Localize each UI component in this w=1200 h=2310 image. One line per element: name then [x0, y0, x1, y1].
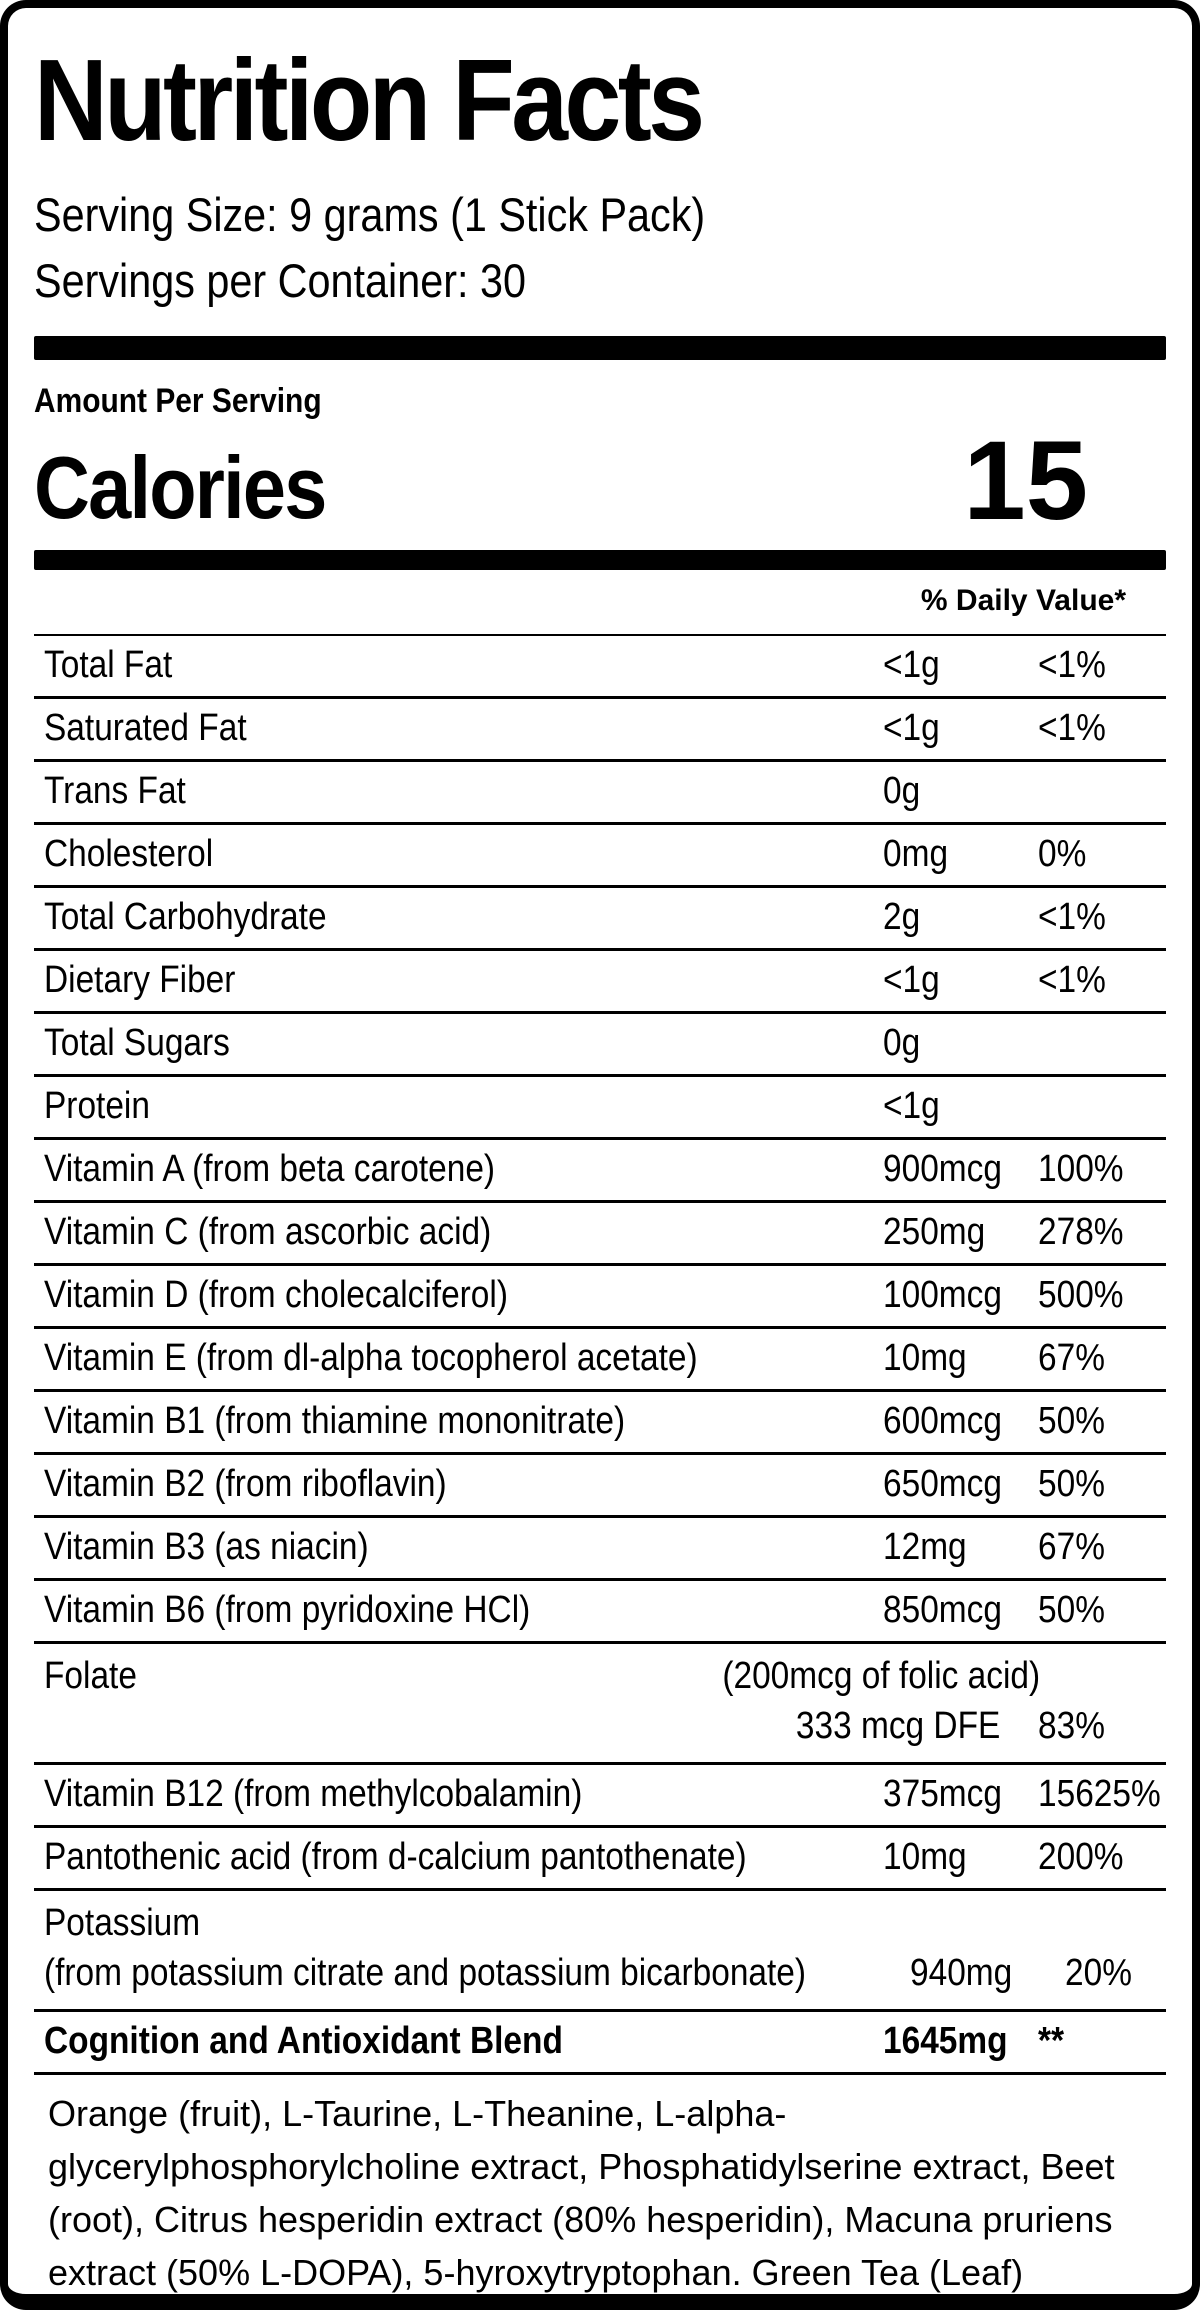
nutrient-name: Vitamin C (from ascorbic acid) — [44, 1211, 492, 1254]
nutrient-row-cholesterol: Cholesterol 0mg 0% — [34, 825, 1166, 888]
nutrient-row-vitamin-e: Vitamin E (from dl-alpha tocopherol acet… — [34, 1329, 1166, 1392]
nutrient-amount: 0g — [883, 1022, 921, 1065]
nutrient-row-potassium: Potassium (from potassium citrate and po… — [34, 1891, 1166, 2012]
nutrient-amount: 940mg — [909, 1952, 1013, 1995]
nutrient-amount: <1g — [883, 1085, 940, 1128]
folate-note: (200mcg of folic acid) — [722, 1655, 1040, 1698]
nutrient-table: Total Fat <1g <1% Saturated Fat <1g <1% … — [34, 633, 1166, 2294]
nutrient-name: Potassium — [44, 1902, 201, 1945]
blend-ingredients: Orange (fruit), L-Taurine, L-Theanine, L… — [34, 2075, 1166, 2294]
nutrient-name: Folate — [44, 1655, 137, 1698]
thick-divider-calories — [34, 549, 1166, 570]
amount-per-serving-label: Amount Per Serving — [34, 382, 322, 420]
nutrient-amount: <1g — [883, 707, 940, 750]
nutrient-row-vitamin-d: Vitamin D (from cholecalciferol) 100mcg … — [34, 1266, 1166, 1329]
nutrient-name: Total Carbohydrate — [44, 896, 327, 939]
label-title: Nutrition Facts — [34, 42, 1166, 158]
nutrient-dv: 67% — [1038, 1526, 1105, 1569]
nutrient-row-protein: Protein <1g — [34, 1077, 1166, 1140]
nutrient-amount: 10mg — [883, 1337, 967, 1380]
calories-label: Calories — [34, 437, 327, 537]
nutrient-name: Trans Fat — [44, 770, 186, 813]
nutrient-name: Vitamin B2 (from riboflavin) — [44, 1463, 447, 1506]
nutrient-dv: 50% — [1038, 1400, 1105, 1443]
nutrient-row-pantothenic-acid: Pantothenic acid (from d-calcium pantoth… — [34, 1828, 1166, 1891]
nutrient-row-cognition-blend: Cognition and Antioxidant Blend 1645mg *… — [34, 2012, 1166, 2075]
nutrient-name: Vitamin B6 (from pyridoxine HCl) — [44, 1589, 531, 1632]
nutrient-dv: 200% — [1038, 1836, 1124, 1879]
nutrient-row-vitamin-b1: Vitamin B1 (from thiamine mononitrate) 6… — [34, 1392, 1166, 1455]
nutrient-amount: 100mcg — [883, 1274, 1002, 1317]
nutrient-dv: <1% — [1038, 644, 1106, 687]
nutrient-name: Vitamin B1 (from thiamine mononitrate) — [44, 1400, 626, 1443]
daily-value-header: % Daily Value* — [920, 583, 1126, 617]
nutrient-name: Pantothenic acid (from d-calcium pantoth… — [44, 1836, 747, 1879]
nutrient-dv: 67% — [1038, 1337, 1105, 1380]
blend-amount: 1645mg — [883, 2020, 1008, 2063]
nutrient-name: Total Fat — [44, 644, 173, 687]
nutrient-dv: 50% — [1038, 1463, 1105, 1506]
nutrient-row-total-fat: Total Fat <1g <1% — [34, 636, 1166, 699]
nutrient-dv: 278% — [1038, 1211, 1124, 1254]
nutrient-row-folate: Folate (200mcg of folic acid) 333 mcg DF… — [34, 1644, 1166, 1765]
nutrient-row-trans-fat: Trans Fat 0g — [34, 762, 1166, 825]
nutrient-amount: <1g — [883, 959, 940, 1002]
nutrient-dv: <1% — [1038, 959, 1106, 1002]
nutrient-amount: 600mcg — [883, 1400, 1002, 1443]
nutrient-dv: 50% — [1038, 1589, 1105, 1632]
calories-value: 15 — [963, 418, 1088, 543]
nutrient-name: Total Sugars — [44, 1022, 230, 1065]
nutrient-row-vitamin-b6: Vitamin B6 (from pyridoxine HCl) 850mcg … — [34, 1581, 1166, 1644]
nutrient-name: Cholesterol — [44, 833, 214, 876]
nutrient-dv: 83% — [1038, 1705, 1105, 1748]
servings-per-container: Servings per Container: 30 — [34, 254, 527, 307]
nutrient-dv: <1% — [1038, 707, 1106, 750]
nutrient-amount: 375mcg — [883, 1773, 1002, 1816]
nutrient-amount: 900mcg — [883, 1148, 1002, 1191]
nutrient-row-vitamin-b12: Vitamin B12 (from methylcobalamin) 375mc… — [34, 1765, 1166, 1828]
nutrient-dv: 100% — [1038, 1148, 1124, 1191]
blend-dv: ** — [1038, 2020, 1065, 2063]
nutrient-amount: 333 mcg DFE — [795, 1705, 1000, 1748]
nutrient-name: Saturated Fat — [44, 707, 247, 750]
nutrient-name: Dietary Fiber — [44, 959, 236, 1002]
potassium-source: (from potassium citrate and potassium bi… — [44, 1952, 807, 1995]
label-title-text: Nutrition Facts — [34, 35, 705, 165]
serving-info: Serving Size: 9 grams (1 Stick Pack) Ser… — [34, 182, 1166, 314]
nutrient-dv: 20% — [1064, 1952, 1132, 1995]
nutrient-name: Vitamin E (from dl-alpha tocopherol acet… — [44, 1337, 698, 1380]
nutrient-dv: 15625% — [1038, 1773, 1161, 1816]
nutrient-amount: 650mcg — [883, 1463, 1002, 1506]
nutrient-row-total-carbohydrate: Total Carbohydrate 2g <1% — [34, 888, 1166, 951]
nutrient-row-total-sugars: Total Sugars 0g — [34, 1014, 1166, 1077]
nutrient-amount: 0g — [883, 770, 921, 813]
nutrient-amount: 2g — [883, 896, 921, 939]
nutrient-name: Vitamin A (from beta carotene) — [44, 1148, 496, 1191]
nutrient-amount: 850mcg — [883, 1589, 1002, 1632]
nutrient-name: Protein — [44, 1085, 150, 1128]
calories-row: Calories 15 — [34, 418, 1166, 543]
nutrient-amount: <1g — [883, 644, 940, 687]
serving-size: Serving Size: 9 grams (1 Stick Pack) — [34, 188, 706, 241]
nutrient-name: Vitamin B12 (from methylcobalamin) — [44, 1773, 583, 1816]
blend-name: Cognition and Antioxidant Blend — [44, 2020, 563, 2063]
nutrient-name: Vitamin B3 (as niacin) — [44, 1526, 369, 1569]
nutrient-dv: <1% — [1038, 896, 1106, 939]
nutrient-row-saturated-fat: Saturated Fat <1g <1% — [34, 699, 1166, 762]
nutrient-row-vitamin-b3: Vitamin B3 (as niacin) 12mg 67% — [34, 1518, 1166, 1581]
thick-divider-top — [34, 336, 1166, 360]
nutrient-dv: 0% — [1038, 833, 1087, 876]
nutrient-amount: 0mg — [883, 833, 949, 876]
nutrient-row-vitamin-c: Vitamin C (from ascorbic acid) 250mg 278… — [34, 1203, 1166, 1266]
nutrient-amount: 12mg — [883, 1526, 967, 1569]
nutrient-row-dietary-fiber: Dietary Fiber <1g <1% — [34, 951, 1166, 1014]
nutrient-amount: 10mg — [883, 1836, 967, 1879]
nutrient-row-vitamin-b2: Vitamin B2 (from riboflavin) 650mcg 50% — [34, 1455, 1166, 1518]
nutrient-name: Vitamin D (from cholecalciferol) — [44, 1274, 508, 1317]
nutrient-row-vitamin-a: Vitamin A (from beta carotene) 900mcg 10… — [34, 1140, 1166, 1203]
nutrient-dv: 500% — [1038, 1274, 1124, 1317]
nutrient-amount: 250mg — [883, 1211, 986, 1254]
